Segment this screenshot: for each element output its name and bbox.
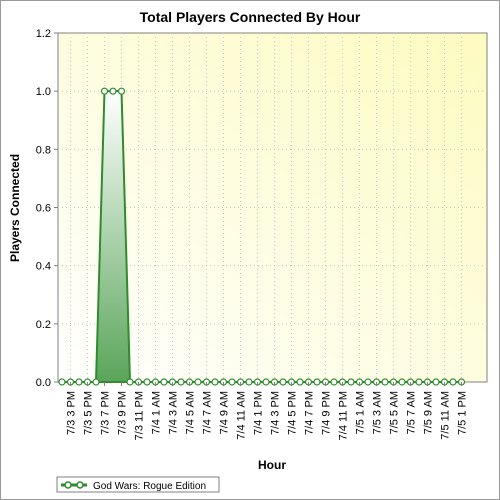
data-point [262,378,270,386]
x-tick-label: 7/5 1 AM [355,391,367,434]
data-point [381,378,389,386]
x-axis: 7/3 3 PM 7/3 5 PM 7/3 7 PM 7/3 9 PM 7/3 11 P… [66,382,469,440]
legend-box [56,476,220,493]
data-point [92,378,100,386]
x-tick-label: 7/5 3 AM [372,391,384,434]
x-tick-label: 7/3 5 PM [83,391,95,435]
data-point [109,87,117,95]
data-point [211,378,219,386]
y-tick-label: 0.2 [36,319,51,331]
x-tick-label: 7/5 11 AM [440,391,452,440]
legend-label: God Wars: Rogue Edition [93,481,206,492]
data-point [279,378,287,386]
data-point [194,378,202,386]
legend: God Wars: Rogue Edition [56,476,220,493]
x-tick-label: 7/5 7 AM [406,391,418,434]
data-point [245,378,253,386]
data-point [415,378,423,386]
plot-area [57,32,488,383]
data-point [449,378,457,386]
x-tick-label: 7/3 7 PM [100,391,112,435]
x-tick-label: 7/4 3 PM [270,391,282,435]
y-axis: 0.0 0.2 0.4 0.6 0.8 1.0 1.2 [36,28,58,389]
data-point [177,378,185,386]
x-tick-label: 7/4 9 PM [321,391,333,435]
x-tick-label: 7/4 5 AM [185,391,197,434]
data-point [228,378,236,386]
y-tick-label: 0.8 [36,144,51,156]
x-tick-label: 7/4 7 AM [202,391,214,434]
x-tick-label: 7/4 7 PM [304,391,316,435]
x-tick-label: 7/3 3 PM [66,391,78,435]
data-point [330,378,338,386]
data-point [296,378,304,386]
x-tick-label: 7/4 1 AM [151,391,163,434]
data-point [364,378,372,386]
legend-marker-icon [64,481,72,489]
x-tick-label: 7/4 9 AM [219,391,231,434]
data-point [160,378,168,386]
x-tick-label: 7/5 5 AM [389,391,401,434]
x-tick-label: 7/4 1 PM [253,391,265,435]
x-axis-label: Hour [258,458,286,472]
x-tick-label: 7/4 5 PM [287,391,299,435]
data-point [347,378,355,386]
data-point [143,378,151,386]
y-tick-label: 0.6 [36,203,51,215]
data-point [75,378,83,386]
y-tick-label: 1.0 [36,86,51,98]
data-point [126,378,134,386]
x-tick-label: 7/3 9 PM [117,391,129,435]
data-point [313,378,321,386]
y-axis-label: Players Connected [8,154,22,262]
x-tick-label: 7/4 11 AM [236,391,248,440]
data-point [398,378,406,386]
x-tick-label: 7/3 11 PM [134,391,146,440]
y-tick-label: 0.4 [36,261,51,273]
series-area-layer [58,87,466,386]
y-tick-label: 0.0 [36,377,51,389]
y-tick-label: 1.2 [36,28,51,40]
data-point [117,87,126,95]
x-tick-label: 7/5 9 AM [423,391,435,434]
x-tick-label: 7/4 3 AM [168,391,180,434]
data-point [432,378,440,386]
legend-marker-icon [76,481,84,489]
x-tick-label: 7/4 11 PM [338,391,350,440]
data-point [100,87,109,95]
data-point [58,378,66,386]
x-tick-label: 7/5 1 PM [457,391,469,435]
chart-title: Total Players Connected By Hour [140,9,361,25]
